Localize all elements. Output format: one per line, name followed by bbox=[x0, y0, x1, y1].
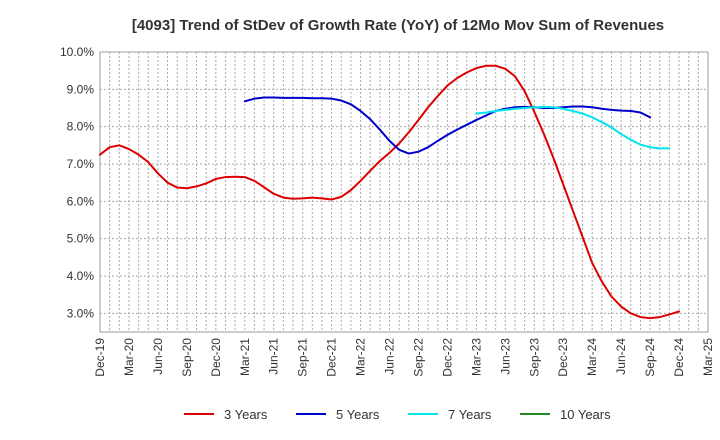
plot-border bbox=[99, 51, 709, 333]
x-tick-label: Mar-24 bbox=[585, 338, 599, 376]
y-tick-label: 3.0% bbox=[67, 306, 95, 320]
series-layer bbox=[99, 64, 681, 320]
x-tick-label: Sep-21 bbox=[296, 338, 310, 377]
x-tick-label: Jun-22 bbox=[383, 338, 397, 375]
legend-label: 7 Years bbox=[448, 407, 492, 422]
x-tick-label: Sep-23 bbox=[527, 338, 541, 377]
x-tick-label: Mar-23 bbox=[469, 338, 483, 376]
y-tick-label: 9.0% bbox=[67, 82, 95, 96]
x-tick-label: Jun-23 bbox=[498, 338, 512, 375]
x-tick-label: Mar-22 bbox=[354, 338, 368, 376]
y-axis: 3.0% 4.0% 5.0% 6.0% 7.0% 8.0% 9.0% 10.0% bbox=[60, 45, 94, 320]
series-line-3-years bbox=[99, 64, 681, 320]
series-line-5-years bbox=[243, 96, 652, 155]
grid-lines bbox=[100, 51, 708, 332]
x-tick-label: Dec-19 bbox=[93, 338, 107, 377]
legend-label: 10 Years bbox=[560, 407, 611, 422]
x-tick-label: Jun-24 bbox=[614, 338, 628, 375]
x-tick-label: Jun-21 bbox=[267, 338, 281, 375]
y-tick-label: 4.0% bbox=[67, 269, 95, 283]
x-tick-label: Sep-24 bbox=[643, 338, 657, 377]
y-tick-label: 8.0% bbox=[67, 120, 95, 134]
legend-label: 3 Years bbox=[224, 407, 268, 422]
x-tick-label: Sep-22 bbox=[411, 338, 425, 377]
legend: 3 Years 5 Years 7 Years 10 Years bbox=[184, 407, 611, 422]
x-tick-label: Mar-21 bbox=[238, 338, 252, 376]
x-tick-label: Dec-20 bbox=[209, 338, 223, 377]
y-tick-label: 7.0% bbox=[67, 157, 95, 171]
y-tick-label: 6.0% bbox=[67, 194, 95, 208]
y-tick-label: 10.0% bbox=[60, 45, 94, 59]
plot-area bbox=[99, 51, 709, 333]
x-tick-label: Sep-20 bbox=[180, 338, 194, 377]
x-tick-label: Dec-23 bbox=[556, 338, 570, 377]
x-tick-label: Dec-22 bbox=[440, 338, 454, 377]
x-axis: Dec-19 Mar-20 Jun-20 Sep-20 Dec-20 Mar-21 Jun-… bbox=[93, 338, 715, 377]
x-tick-label: Jun-20 bbox=[151, 338, 165, 375]
series-line-7-years bbox=[475, 105, 671, 150]
x-tick-label: Dec-24 bbox=[672, 338, 686, 377]
x-tick-label: Mar-25 bbox=[701, 338, 715, 376]
legend-label: 5 Years bbox=[336, 407, 380, 422]
y-tick-label: 5.0% bbox=[67, 232, 95, 246]
x-tick-label: Dec-21 bbox=[325, 338, 339, 377]
chart-title: [4093] Trend of StDev of Growth Rate (Yo… bbox=[132, 17, 664, 34]
x-tick-label: Mar-20 bbox=[122, 338, 136, 376]
